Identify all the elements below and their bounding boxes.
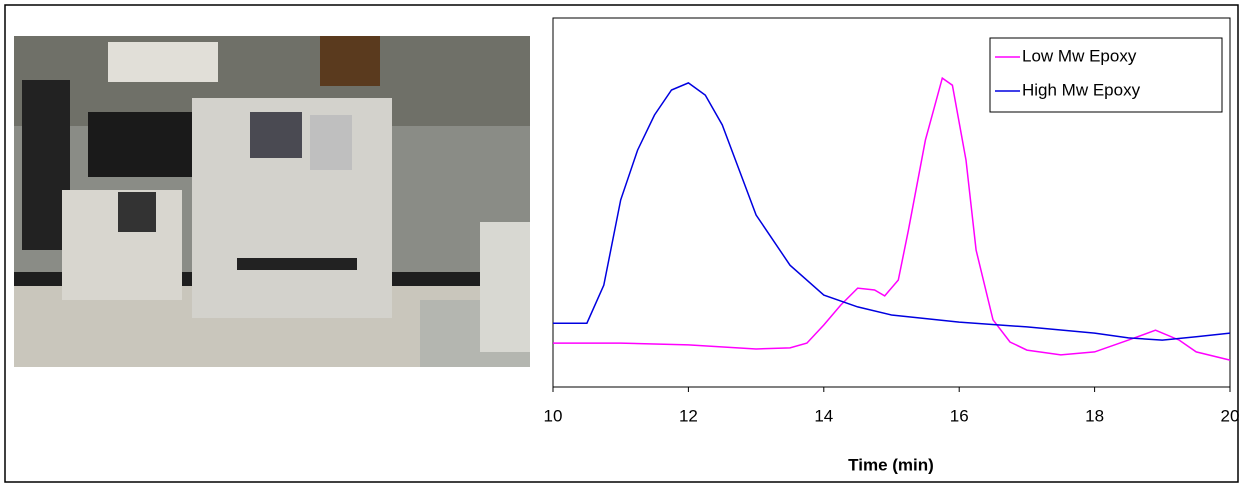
legend-box — [989, 37, 1223, 113]
x-axis-label: Time (min) — [848, 455, 934, 474]
series-line — [553, 82, 1231, 341]
photo-controller — [88, 112, 198, 177]
photo-slot — [237, 258, 357, 270]
x-tick-label: 20 — [1221, 406, 1240, 425]
legend-label: High Mw Epoxy — [1022, 80, 1141, 99]
series-line — [553, 76, 1231, 361]
photo-keypad — [310, 115, 352, 170]
photo-oven — [480, 222, 530, 352]
photo — [14, 36, 530, 367]
legend-label: Low Mw Epoxy — [1022, 46, 1137, 65]
x-tick-label: 16 — [950, 406, 969, 425]
photo-pump-display — [118, 192, 156, 232]
x-tick-label: 10 — [544, 406, 563, 425]
x-tick-label: 18 — [1085, 406, 1104, 425]
photo-box — [108, 42, 218, 82]
x-tick-label: 14 — [814, 406, 833, 425]
photo-detector-screen — [250, 112, 302, 158]
photo-bottle — [320, 36, 380, 86]
x-tick-label: 12 — [679, 406, 698, 425]
